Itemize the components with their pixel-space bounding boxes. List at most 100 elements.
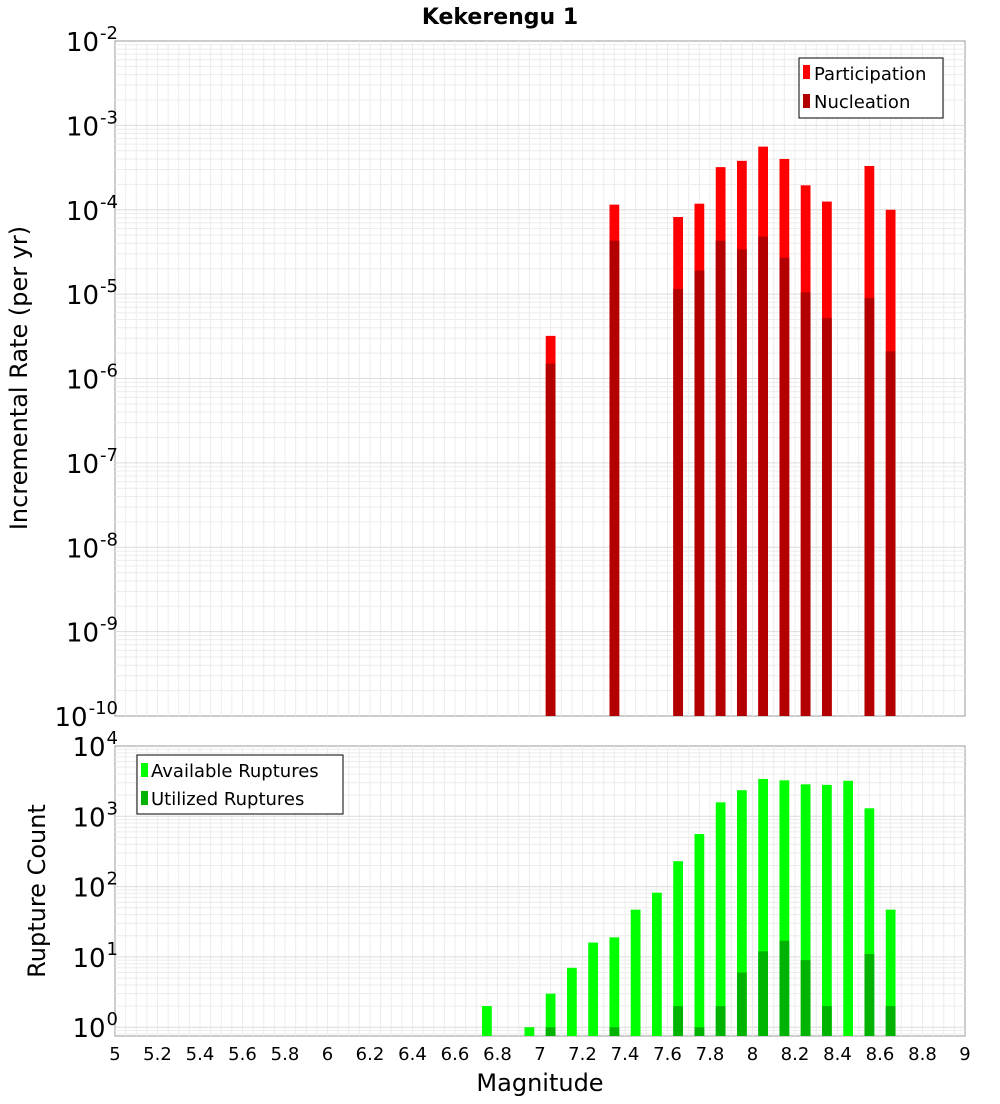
top-y-tick-exponent: -2	[100, 23, 118, 44]
bottom-bar-available-ruptures	[566, 967, 577, 1036]
top-grid	[115, 41, 965, 716]
top-bar-nucleation	[694, 270, 705, 716]
bottom-bar-available-ruptures	[758, 778, 769, 1036]
bottom-bar-available-ruptures	[800, 784, 811, 1036]
top-bar-nucleation	[821, 318, 832, 716]
x-tick-label: 6	[322, 1044, 333, 1065]
top-y-tick-label: -810	[66, 529, 118, 564]
bottom-y-tick-label: 010	[72, 1009, 118, 1044]
top-bar-nucleation	[779, 257, 790, 716]
x-tick-label: 6.4	[398, 1044, 427, 1065]
top-y-axis-label: Incremental Rate (per yr)	[5, 226, 33, 530]
x-tick-label: 8.6	[866, 1044, 895, 1065]
bottom-y-tick-base: 10	[72, 1014, 105, 1044]
legend-swatch-participation	[803, 65, 810, 79]
x-tick-label: 9	[959, 1044, 970, 1065]
top-bar-nucleation	[885, 351, 896, 716]
top-y-tick-base: 10	[66, 281, 99, 311]
top-bar-nucleation	[864, 297, 875, 716]
x-tick-label: 5.4	[186, 1044, 215, 1065]
bottom-y-tick-exponent: 3	[107, 798, 118, 819]
bottom-bar-available-ruptures	[545, 993, 556, 1036]
top-y-tick-label: -710	[66, 445, 118, 480]
x-tick-label: 6.6	[441, 1044, 470, 1065]
legend-swatch-nucleation	[803, 94, 810, 108]
bottom-y-tick-base: 10	[72, 944, 105, 974]
bottom-bar-available-ruptures	[609, 937, 620, 1036]
x-tick-label: 7.2	[568, 1044, 597, 1065]
bottom-legend: Available Ruptures Utilized Ruptures	[136, 754, 344, 815]
bottom-bar-available-ruptures	[673, 861, 684, 1036]
x-tick-label: 7.8	[696, 1044, 725, 1065]
x-tick-label: 5.8	[271, 1044, 300, 1065]
bottom-bar-available-ruptures	[630, 909, 641, 1036]
top-y-tick-label: -210	[66, 23, 118, 58]
top-y-tick-base: 10	[66, 112, 99, 142]
top-bar-nucleation	[736, 249, 747, 716]
bottom-bar-available-ruptures	[481, 1006, 492, 1036]
top-y-tick-base: 10	[66, 450, 99, 480]
bottom-bar-utilized-ruptures	[885, 1006, 896, 1036]
top-bar-nucleation	[545, 363, 556, 716]
legend-swatch-utilized	[141, 791, 148, 805]
bottom-bar-utilized-ruptures	[673, 1006, 684, 1036]
bottom-bar-available-ruptures	[715, 802, 726, 1036]
top-y-tick-exponent: -6	[100, 361, 118, 382]
legend-label-participation: Participation	[814, 64, 926, 85]
bottom-bar-available-ruptures	[651, 892, 662, 1036]
bottom-bar-available-ruptures	[885, 909, 896, 1036]
x-tick-label: 8.4	[823, 1044, 852, 1065]
bottom-bar-utilized-ruptures	[864, 954, 875, 1036]
top-bar-nucleation	[758, 236, 769, 716]
bottom-bar-utilized-ruptures	[800, 960, 811, 1036]
top-y-tick-label: -610	[66, 361, 118, 396]
x-tick-label: 6.2	[356, 1044, 385, 1065]
bottom-y-tick-exponent: 1	[107, 939, 118, 960]
top-y-tick-exponent: -10	[89, 698, 118, 719]
legend-label-utilized: Utilized Ruptures	[151, 789, 304, 810]
bottom-bar-available-ruptures	[779, 780, 790, 1036]
bottom-bar-available-ruptures	[588, 942, 599, 1036]
bottom-bar-utilized-ruptures	[736, 972, 747, 1036]
bottom-y-tick-label: 210	[72, 869, 118, 904]
bottom-y-tick-base: 10	[72, 874, 105, 904]
legend-label-nucleation: Nucleation	[814, 92, 910, 113]
top-y-tick-exponent: -7	[100, 445, 118, 466]
x-tick-label: 7.6	[653, 1044, 682, 1065]
top-y-tick-label: -310	[66, 107, 118, 142]
top-y-tick-base: 10	[55, 703, 88, 733]
top-bar-nucleation	[609, 240, 620, 717]
x-axis-label: Magnitude	[476, 1069, 603, 1097]
legend-swatch-available	[141, 763, 148, 777]
bottom-y-tick-base: 10	[72, 733, 105, 763]
bottom-bar-available-ruptures	[524, 1027, 535, 1036]
top-y-tick-base: 10	[66, 366, 99, 396]
bottom-bars	[481, 778, 896, 1036]
bottom-y-tick-base: 10	[72, 803, 105, 833]
top-y-tick-base: 10	[66, 28, 99, 58]
top-y-tick-exponent: -8	[100, 529, 118, 550]
top-y-tick-exponent: -4	[100, 192, 118, 213]
x-tick-label: 8	[747, 1044, 758, 1065]
bottom-bar-available-ruptures	[821, 784, 832, 1036]
bottom-bar-utilized-ruptures	[545, 1027, 556, 1036]
bottom-bar-available-ruptures	[843, 780, 854, 1036]
x-tick-label: 8.2	[781, 1044, 810, 1065]
legend-label-available: Available Ruptures	[151, 761, 319, 782]
x-tick-label: 7.4	[611, 1044, 640, 1065]
bottom-y-tick-label: 410	[72, 728, 118, 763]
bottom-y-tick-exponent: 2	[107, 869, 118, 890]
top-bar-nucleation	[800, 292, 811, 716]
bottom-y-tick-label: 310	[72, 798, 118, 833]
x-tick-label: 6.8	[483, 1044, 512, 1065]
bottom-bar-utilized-ruptures	[779, 940, 790, 1036]
bottom-bar-utilized-ruptures	[821, 1006, 832, 1036]
top-y-tick-base: 10	[66, 534, 99, 564]
bottom-y-tick-exponent: 4	[107, 728, 118, 749]
